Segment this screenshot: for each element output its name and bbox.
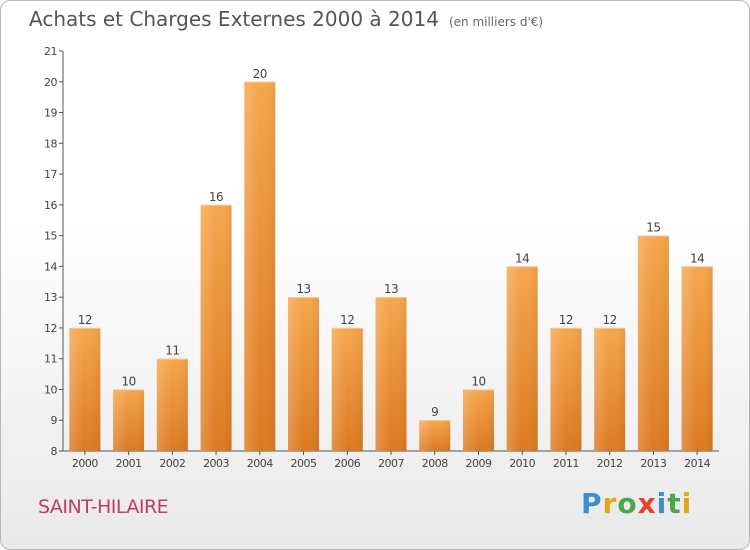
y-tick-label: 14	[44, 260, 57, 273]
bar-shade	[419, 420, 451, 451]
x-tick-label: 2006	[334, 457, 360, 470]
bar-value-label: 12	[78, 313, 92, 327]
logo-letter: t	[667, 487, 682, 520]
y-tick-label: 11	[44, 353, 57, 366]
logo-letter: P	[581, 487, 603, 520]
logo-letter: i	[656, 487, 668, 520]
bar-value-label: 9	[431, 405, 438, 419]
bar-value-label: 12	[559, 313, 573, 327]
bar-value-label: 12	[603, 313, 617, 327]
x-tick-label: 2010	[509, 457, 535, 470]
x-tick-label: 2014	[684, 457, 710, 470]
bar-value-label: 15	[646, 221, 660, 235]
x-tick-label: 2000	[72, 457, 98, 470]
commune-name: SAINT-HILAIRE	[38, 496, 169, 518]
bar-value-label: 11	[165, 344, 179, 358]
y-tick-label: 20	[44, 76, 57, 89]
logo-letter: r	[602, 487, 618, 520]
chart-title-text: Achats et Charges Externes 2000 à 2014	[29, 7, 439, 31]
y-tick-label: 17	[44, 168, 57, 181]
bar-value-label: 14	[515, 251, 529, 265]
y-tick-label: 9	[51, 414, 58, 427]
bar-value-label: 12	[340, 313, 354, 327]
bar-shade	[113, 389, 145, 451]
bar-shade	[288, 297, 320, 451]
logo-letter: o	[617, 487, 638, 520]
x-tick-label: 2002	[159, 457, 185, 470]
bar-value-label: 13	[384, 282, 398, 296]
x-tick-label: 2001	[116, 457, 142, 470]
bar-value-label: 13	[296, 282, 310, 296]
chart-unit: (en milliers d'€)	[448, 15, 544, 29]
y-tick-label: 18	[44, 137, 57, 150]
bar-shade	[462, 389, 494, 451]
x-tick-label: 2005	[291, 457, 317, 470]
bar-value-label: 14	[690, 251, 704, 265]
bar-value-label: 20	[253, 67, 267, 81]
y-tick-label: 15	[44, 230, 57, 243]
x-tick-label: 2007	[378, 457, 404, 470]
x-tick-label: 2013	[640, 457, 666, 470]
bar-shade	[331, 327, 363, 451]
proxiti-logo: Proxiti	[581, 487, 692, 520]
y-tick-label: 21	[44, 45, 57, 58]
bar-shade	[550, 327, 582, 451]
bar-shade	[69, 327, 101, 451]
bar-shade	[637, 235, 669, 451]
y-tick-label: 12	[44, 322, 57, 335]
chart-title: Achats et Charges Externes 2000 à 2014 (e…	[29, 7, 543, 31]
x-tick-label: 2009	[465, 457, 491, 470]
y-tick-label: 13	[44, 291, 57, 304]
bar-value-label: 10	[121, 374, 135, 388]
x-tick-label: 2008	[422, 457, 448, 470]
y-tick-label: 19	[44, 107, 57, 120]
bar-shade	[681, 266, 713, 451]
x-tick-label: 2003	[203, 457, 229, 470]
logo-letter: x	[637, 487, 657, 520]
bar-shade	[375, 297, 407, 451]
bar-shade	[156, 358, 188, 451]
bar-shade	[594, 327, 626, 451]
x-tick-label: 2011	[553, 457, 579, 470]
logo-letter: i	[681, 487, 693, 520]
y-tick-label: 10	[44, 383, 57, 396]
x-tick-label: 2012	[597, 457, 623, 470]
bar-shade	[506, 266, 538, 451]
bar-shade	[200, 204, 232, 451]
x-tick-label: 2004	[247, 457, 273, 470]
bar-shade	[244, 81, 276, 452]
y-tick-label: 8	[51, 445, 58, 458]
bar-value-label: 10	[471, 374, 485, 388]
y-tick-label: 16	[44, 199, 57, 212]
bar-value-label: 16	[209, 190, 223, 204]
